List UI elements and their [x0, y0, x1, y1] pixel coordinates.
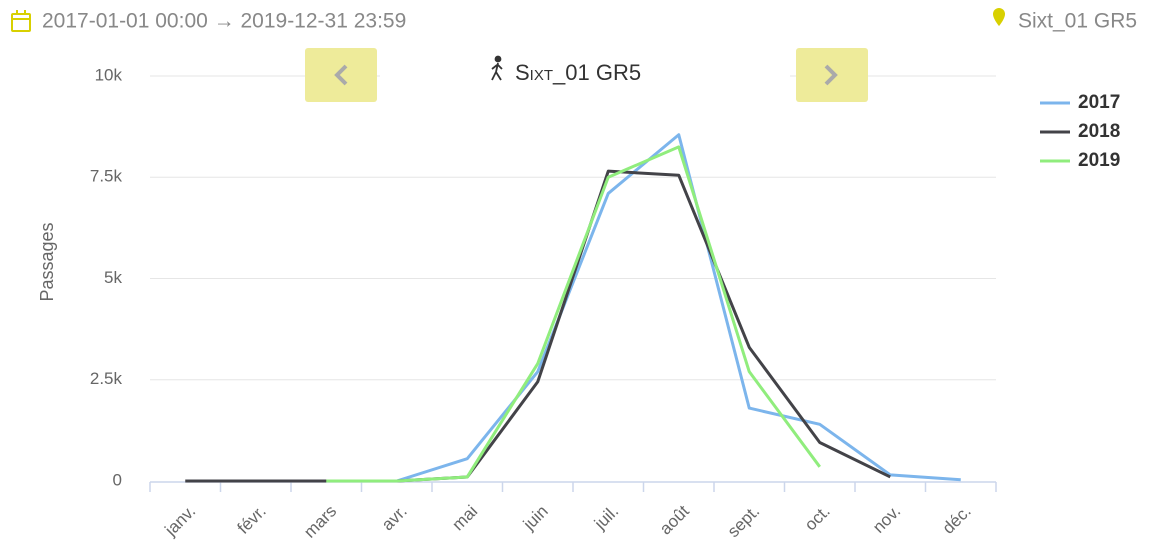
x-tick-label: nov. [869, 502, 904, 537]
legend-label: 2017 [1078, 92, 1120, 113]
legend-label: 2018 [1078, 121, 1120, 142]
chart-title: Sixt_01 GR5 [515, 60, 641, 85]
hiker-icon [491, 55, 503, 81]
y-tick-label: 10k [95, 65, 123, 84]
prev-chevron [334, 64, 348, 86]
x-tick-label: juil. [590, 502, 622, 534]
x-tick-label: mai [448, 502, 481, 535]
x-tick-label: févr. [234, 502, 270, 538]
x-tick-label: avr. [378, 502, 411, 535]
y-axis-label: Passages [37, 222, 57, 301]
x-tick-label: mars [300, 502, 340, 542]
y-tick-label: 7.5k [90, 167, 123, 186]
y-tick-label: 0 [113, 470, 122, 489]
calendar-icon [11, 10, 31, 32]
y-tick-label: 2.5k [90, 369, 123, 388]
legend-label: 2019 [1078, 150, 1120, 171]
y-tick-label: 5k [104, 268, 122, 287]
x-tick-label: août [656, 501, 693, 538]
plot: 0 2.5k 5k 7.5k 10k janv. févr. mars avr. mai juin j… [90, 65, 997, 542]
date-range: 2017-01-01 00:00 → 2019-12-31 23:59 [42, 10, 406, 33]
prev-button[interactable] [305, 48, 377, 102]
series-line [396, 133, 961, 483]
series-line [185, 169, 891, 483]
x-tick-label: déc. [939, 502, 975, 538]
next-chevron [824, 64, 838, 86]
x-tick-label: sept. [724, 502, 763, 541]
series-line [326, 145, 821, 483]
next-button[interactable] [796, 48, 868, 102]
title-bg [380, 55, 790, 95]
x-tick-label: janv. [161, 502, 200, 541]
location: Sixt_01 GR5 [1018, 10, 1137, 33]
pin-icon [993, 8, 1005, 26]
x-tick-label: juin [519, 502, 552, 535]
x-tick-label: oct. [801, 502, 834, 535]
